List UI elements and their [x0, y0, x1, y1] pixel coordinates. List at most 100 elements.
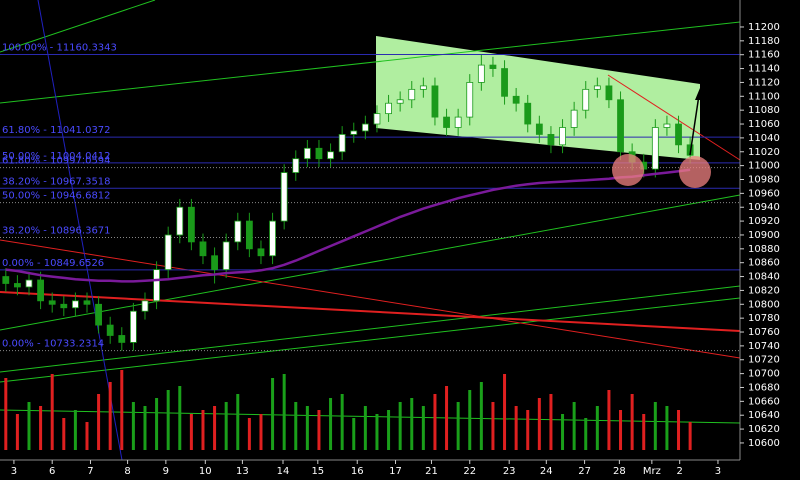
volume-bar: [259, 414, 263, 450]
x-tick-label: 9: [163, 466, 169, 477]
x-tick-label: 2: [676, 466, 682, 477]
volume-bar: [363, 406, 367, 450]
volume-bar: [677, 410, 681, 450]
volume-bar: [491, 402, 495, 450]
candle-body: [292, 158, 300, 173]
volume-bar: [340, 394, 344, 450]
volume-bar: [189, 414, 193, 450]
candle-body: [71, 300, 79, 309]
volume-bar: [294, 402, 298, 450]
candle-body: [83, 300, 91, 305]
volume-bar: [73, 410, 77, 450]
candle-body: [187, 206, 195, 243]
candle-body: [303, 147, 311, 160]
volume-bar: [282, 374, 286, 450]
y-tick-label: 10600: [748, 438, 780, 449]
y-tick-label: 11080: [748, 105, 780, 116]
volume-bar: [27, 402, 31, 450]
volume-bar: [653, 402, 657, 450]
candle-body: [48, 300, 56, 305]
candle-body: [617, 99, 624, 153]
candle-body: [234, 220, 242, 243]
volume-bar: [97, 394, 101, 450]
volume-bar: [688, 422, 692, 450]
y-tick-label: 10700: [748, 369, 780, 380]
candle-body: [443, 116, 450, 128]
volume-bar: [445, 386, 449, 450]
volume-bar: [213, 406, 217, 450]
volume-bar: [85, 422, 89, 450]
volume-bar: [317, 410, 321, 450]
y-tick-label: 10820: [748, 285, 780, 296]
candle-body: [593, 85, 601, 90]
candle-body: [2, 276, 10, 284]
y-tick-label: 11020: [748, 147, 780, 158]
x-tick-label: 15: [311, 466, 324, 477]
highlight-circle: [679, 156, 711, 188]
volume-bar: [468, 390, 472, 450]
volume-bar: [224, 402, 228, 450]
candle-body: [570, 109, 578, 128]
candle-body: [338, 134, 346, 153]
volume-bar: [456, 402, 460, 450]
annotations: [0, 0, 741, 461]
volume-bar: [155, 398, 159, 450]
volume-bar: [514, 406, 518, 450]
y-tick-label: 11160: [748, 50, 780, 61]
candle-body: [129, 310, 137, 343]
volume-bar: [305, 406, 309, 450]
candle-body: [512, 95, 520, 104]
y-tick-label: 11140: [748, 64, 780, 75]
x-tick-label: Mrz: [643, 466, 661, 477]
volume-bar: [236, 394, 240, 450]
x-tick-label: 23: [503, 466, 516, 477]
y-tick-label: 10780: [748, 313, 780, 324]
y-tick-label: 10680: [748, 382, 780, 393]
trend-line: [0, 291, 741, 332]
volume-bar: [572, 402, 576, 450]
y-tick-label: 11120: [748, 77, 780, 88]
x-tick-label: 8: [124, 466, 130, 477]
trend-line: [0, 285, 741, 373]
candle-body: [176, 206, 184, 236]
x-tick-label: 14: [277, 466, 290, 477]
volume-bar: [62, 418, 66, 450]
trend-line: [0, 297, 741, 383]
y-tick-label: 10880: [748, 244, 780, 255]
x-tick-label: 6: [49, 466, 55, 477]
x-tick-label: 24: [540, 466, 553, 477]
y-tick-label: 11180: [748, 36, 780, 47]
candle-body: [454, 116, 462, 128]
y-tick-label: 10900: [748, 230, 780, 241]
volume-bar: [143, 406, 147, 450]
volume-bar: [4, 378, 8, 450]
candle-body: [466, 82, 474, 118]
volume-bar: [561, 414, 565, 450]
trend-line: [0, 21, 741, 104]
y-tick-label: 10740: [748, 341, 780, 352]
arrow: [689, 94, 700, 156]
candle-body: [13, 283, 21, 288]
x-tick-label: 13: [236, 466, 249, 477]
candle-body: [222, 241, 230, 271]
candle-body: [477, 64, 485, 83]
y-tick-label: 11040: [748, 133, 780, 144]
y-tick-label: 10920: [748, 216, 780, 227]
candle-body: [559, 127, 566, 146]
y-tick-label: 10940: [748, 202, 780, 213]
candle-body: [315, 147, 323, 160]
volume-bar: [479, 382, 483, 450]
volume-bar: [642, 414, 646, 450]
candle-body: [361, 123, 369, 132]
volume-bar: [39, 406, 43, 450]
x-tick-label: 7: [87, 466, 93, 477]
candle-body: [431, 85, 439, 118]
y-tick-label: 11060: [748, 119, 780, 130]
candle-body: [60, 303, 68, 309]
x-tick-label: 16: [351, 466, 364, 477]
candle-body: [605, 85, 613, 101]
candle-body: [199, 241, 207, 257]
trend-line: [0, 409, 741, 424]
overlay: [612, 88, 711, 188]
